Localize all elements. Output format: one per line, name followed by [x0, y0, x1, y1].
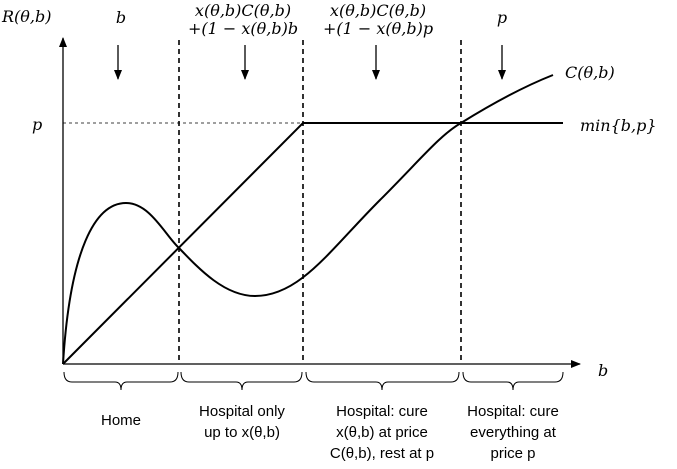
bottom-label: up to x(θ,b): [204, 424, 280, 441]
top-label: x(θ,b)C(θ,b): [195, 1, 291, 20]
bottom-label: Hospital: cure: [336, 403, 428, 420]
y-axis-label: R(θ,b): [1, 7, 52, 26]
bottom-label: Hospital: cure: [467, 403, 559, 420]
cost-label: C(θ,b): [565, 63, 615, 82]
brace: [305, 371, 460, 391]
min-curve: [62, 122, 563, 365]
bottom-label: x(θ,b) at price: [336, 424, 428, 441]
bottom-label: price p: [490, 445, 535, 462]
dividers: [178, 40, 462, 364]
bottom-label: everything at: [470, 424, 557, 441]
bottom-label: Hospital only: [199, 403, 285, 420]
x-axis-label: b: [598, 361, 608, 380]
brace: [180, 371, 303, 391]
top-label: +(1 − x(θ,b)p: [323, 19, 433, 38]
braces: [63, 371, 564, 391]
bottom-label: C(θ,b), rest at p: [330, 445, 434, 462]
top-label: b: [116, 8, 126, 27]
top-label: p: [497, 8, 507, 27]
top-label: x(θ,b)C(θ,b): [330, 1, 426, 20]
brace: [462, 371, 564, 391]
bottom-label: Home: [101, 412, 141, 429]
p-label: p: [32, 115, 42, 134]
brace: [63, 371, 179, 391]
top-label: +(1 − x(θ,b)b: [188, 19, 298, 38]
cost-curve: [62, 74, 554, 365]
min-label: min{b,p}: [580, 116, 657, 135]
arrows: [114, 45, 506, 80]
